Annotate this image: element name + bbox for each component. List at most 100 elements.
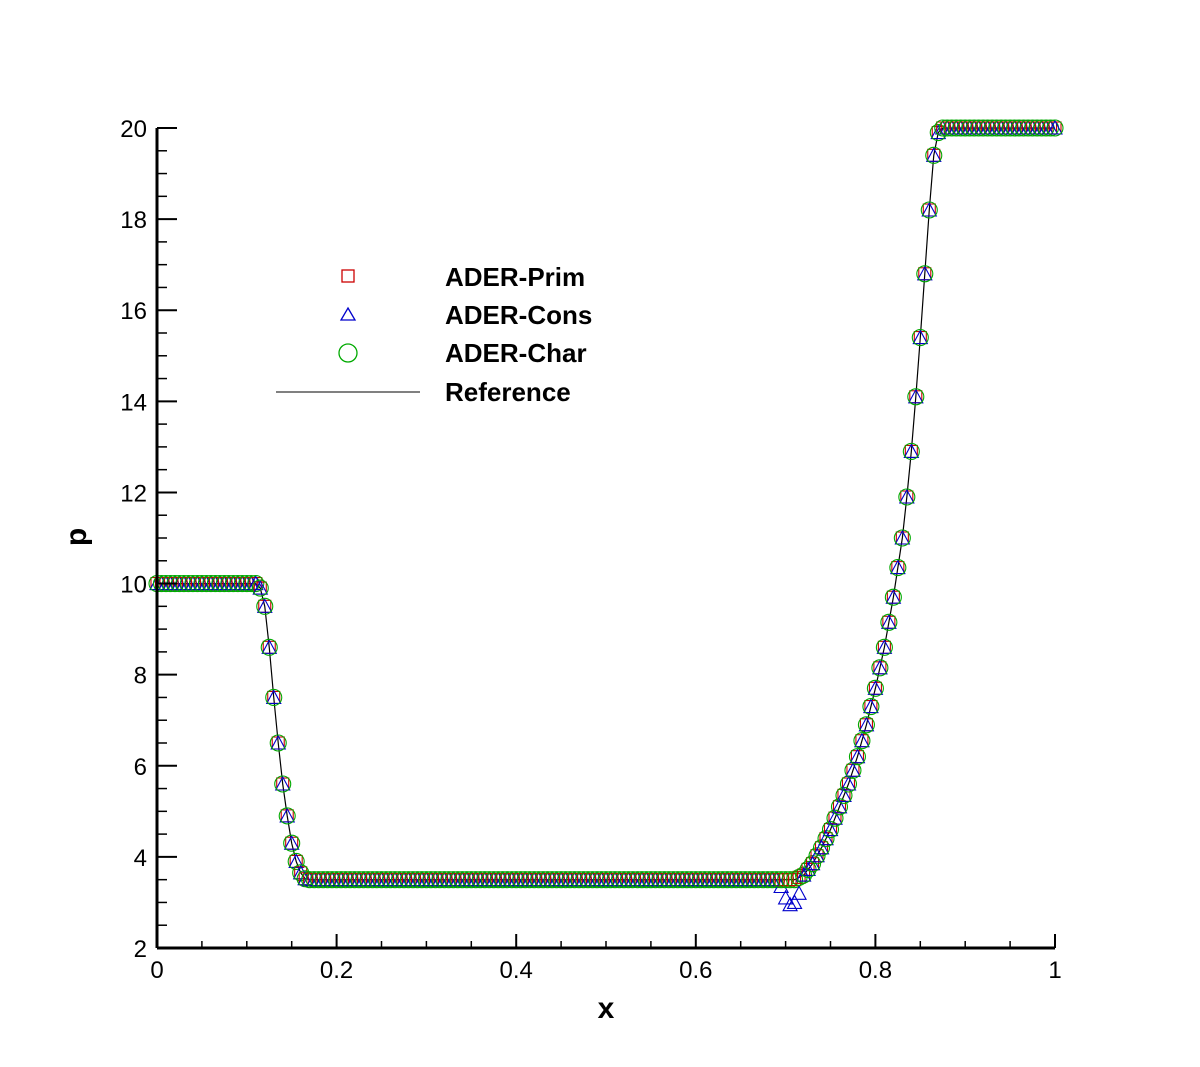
marker-cons-triangle bbox=[871, 659, 888, 675]
legend-entry-reference: Reference bbox=[276, 377, 571, 407]
x-tick-label: 0 bbox=[150, 957, 163, 984]
y-tick-label: 14 bbox=[120, 389, 147, 416]
marker-cons-triangle bbox=[288, 853, 305, 868]
marker-cons-triangle bbox=[894, 529, 911, 545]
x-tick-label: 1 bbox=[1048, 957, 1061, 984]
y-tick-label: 8 bbox=[134, 663, 147, 690]
x-axis-title: x bbox=[598, 992, 615, 1025]
legend: ADER-Prim ADER-Cons ADER-Char Reference bbox=[276, 262, 592, 407]
legend-entry-prim: ADER-Prim bbox=[341, 262, 585, 292]
marker-char-circle bbox=[880, 613, 898, 631]
marker-char-circle bbox=[853, 732, 871, 750]
marker-cons-triangle bbox=[854, 732, 870, 748]
marker-cons-triangle bbox=[256, 598, 273, 613]
marker-cons-triangle bbox=[827, 810, 843, 825]
marker-cons-triangle bbox=[252, 579, 269, 595]
marker-char-circle bbox=[274, 775, 292, 793]
y-axis-title: p bbox=[60, 528, 93, 546]
marker-cons-triangle bbox=[921, 201, 938, 217]
marker-char-circle bbox=[269, 734, 287, 752]
marker-cons-triangle bbox=[822, 821, 839, 837]
marker-char-circle bbox=[862, 698, 880, 716]
marker-cons-triangle bbox=[274, 775, 291, 791]
marker-cons-triangle bbox=[836, 787, 852, 802]
marker-char-circle bbox=[875, 638, 893, 656]
marker-char-circle bbox=[884, 588, 902, 606]
y-tick-label: 12 bbox=[120, 480, 147, 507]
legend-marker-triangle bbox=[339, 306, 357, 321]
marker-cons-triangle bbox=[800, 861, 816, 876]
legend-label-prim: ADER-Prim bbox=[445, 262, 585, 292]
marker-cons-triangle bbox=[880, 614, 897, 629]
marker-cons-triangle bbox=[858, 716, 875, 732]
marker-cons-triangle bbox=[907, 388, 924, 404]
marker-cons-triangle bbox=[782, 896, 799, 912]
y-tick-label: 2 bbox=[134, 936, 147, 963]
marker-char-circle bbox=[247, 575, 265, 593]
marker-char-circle bbox=[911, 329, 929, 347]
y-tick-label: 16 bbox=[120, 298, 147, 325]
data-markers bbox=[148, 119, 1064, 912]
marker-char-circle bbox=[871, 659, 889, 677]
marker-char-circle bbox=[920, 201, 938, 219]
marker-char-circle bbox=[251, 579, 269, 597]
marker-char-circle bbox=[889, 559, 907, 577]
marker-cons-triangle bbox=[265, 689, 282, 704]
marker-char-circle bbox=[907, 388, 925, 406]
marker-cons-triangle bbox=[849, 748, 866, 764]
legend-entry-cons: ADER-Cons bbox=[339, 300, 592, 330]
marker-char-circle bbox=[1046, 119, 1064, 137]
marker-char-circle bbox=[902, 442, 920, 460]
marker-cons-triangle bbox=[862, 698, 879, 714]
marker-cons-triangle bbox=[283, 835, 300, 850]
marker-cons-triangle bbox=[912, 329, 929, 345]
marker-cons-triangle bbox=[261, 639, 278, 654]
marker-cons-triangle bbox=[777, 889, 794, 905]
x-tick-label: 0.8 bbox=[859, 957, 892, 984]
marker-cons-triangle bbox=[867, 680, 884, 695]
plot-lines bbox=[157, 127, 1055, 881]
marker-cons-triangle bbox=[795, 866, 812, 882]
marker-char-circle bbox=[835, 786, 853, 804]
marker-char-circle bbox=[287, 852, 305, 870]
axes bbox=[155, 127, 1056, 950]
marker-char-circle bbox=[821, 821, 840, 839]
marker-char-circle bbox=[808, 847, 826, 865]
marker-cons-triangle bbox=[898, 488, 915, 504]
legend-marker-circle bbox=[338, 343, 358, 363]
marker-char-circle bbox=[898, 488, 916, 506]
marker-cons-triangle bbox=[885, 589, 902, 604]
marker-cons-triangle bbox=[831, 798, 848, 814]
legend-label-char: ADER-Char bbox=[445, 338, 587, 368]
marker-char-circle bbox=[283, 834, 301, 852]
marker-cons-triangle bbox=[818, 830, 834, 846]
marker-cons-triangle bbox=[791, 885, 807, 900]
y-tick-label: 4 bbox=[134, 845, 147, 872]
marker-char-circle bbox=[265, 688, 283, 706]
legend-marker-square bbox=[341, 269, 355, 283]
y-tick-label: 18 bbox=[120, 207, 147, 234]
marker-char-circle bbox=[256, 597, 274, 615]
marker-char-circle bbox=[848, 748, 866, 766]
marker-char-circle bbox=[893, 529, 911, 547]
y-tick-label: 10 bbox=[120, 572, 147, 599]
marker-char-circle bbox=[803, 855, 822, 873]
x-tick-label: 0.6 bbox=[679, 957, 712, 984]
legend-label-reference: Reference bbox=[445, 377, 571, 407]
marker-char-circle bbox=[278, 807, 296, 825]
y-tick-label: 20 bbox=[120, 116, 147, 143]
reference-line bbox=[157, 127, 1055, 881]
x-tick-label: 0.4 bbox=[500, 957, 533, 984]
marker-char-circle bbox=[826, 809, 844, 827]
marker-char-circle bbox=[916, 265, 934, 283]
marker-char-circle bbox=[866, 679, 884, 697]
y-tick-label: 6 bbox=[134, 754, 147, 781]
marker-cons-triangle bbox=[786, 894, 803, 909]
marker-char-circle bbox=[260, 638, 278, 656]
marker-cons-triangle bbox=[925, 147, 942, 162]
marker-cons-triangle bbox=[889, 559, 906, 575]
marker-cons-triangle bbox=[270, 734, 287, 750]
marker-char-circle bbox=[857, 716, 875, 734]
